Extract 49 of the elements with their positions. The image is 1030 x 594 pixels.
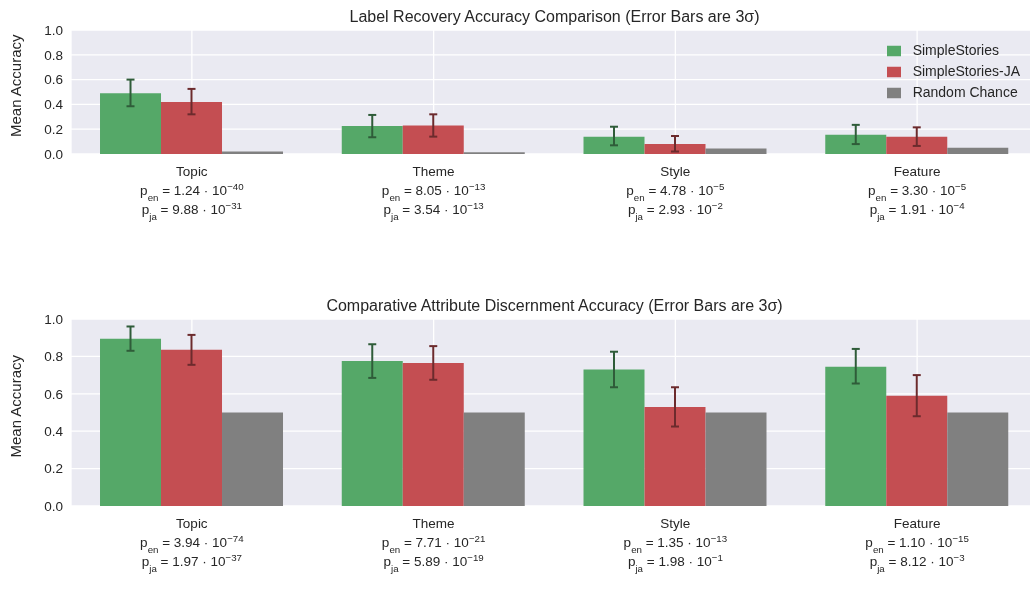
bar	[644, 406, 706, 506]
y-tick-label: 1.0	[44, 311, 63, 327]
bar	[463, 412, 525, 506]
y-tick-label: 0.0	[44, 146, 63, 162]
bar	[100, 93, 162, 154]
y-tick-label: 1.0	[44, 22, 63, 38]
y-tick-label: 0.8	[44, 47, 63, 63]
bar	[161, 349, 223, 506]
bar	[825, 134, 887, 154]
legend-label: SimpleStories	[912, 42, 999, 58]
legend-label: Random Chance	[912, 84, 1018, 100]
y-tick-label: 0.6	[44, 386, 63, 402]
y-axis-title: Mean Accuracy	[7, 354, 25, 458]
bar	[705, 412, 767, 506]
y-tick-label: 0.6	[44, 72, 63, 88]
bar	[341, 361, 403, 506]
category-label: Feature p$_{en}$ = 1.10 · 10$^{−15}$ p$_{ja}$ = 8.12 · 10$^{−3}$	[865, 516, 969, 574]
category-label: Style p$_{en}$ = 1.35 · 10$^{−13}$ p$_{ja}$ = 1.98 · 10$^{−1}$	[623, 516, 728, 574]
bar	[886, 395, 948, 506]
y-tick-label: 0.8	[44, 349, 63, 365]
y-tick-label: 0.2	[44, 461, 63, 477]
category-label: Topic p$_{en}$ = 3.94 · 10$^{−74}$ p$_{ja}$ = 1.97 · 10$^{−37}$	[140, 516, 244, 574]
bar	[100, 338, 162, 506]
bar	[705, 148, 767, 154]
y-axis-title: Mean Accuracy	[7, 33, 25, 137]
category-label: Topic p$_{en}$ = 1.24 · 10$^{−40}$ p$_{ja}$ = 9.88 · 10$^{−31}$	[140, 164, 244, 222]
bar	[402, 362, 464, 506]
bar	[947, 147, 1009, 154]
bar	[402, 125, 464, 154]
chart-title: Label Recovery Accuracy Comparison (Error Bars are 3σ)	[348, 8, 761, 26]
bar	[222, 412, 284, 506]
chart-title: Comparative Attribute Discernment Accuracy (Error Bars are 3σ)	[325, 297, 784, 315]
bar	[341, 126, 403, 154]
category-label: Theme p$_{en}$ = 7.71 · 10$^{−21}$ p$_{ja}$ = 5.89 · 10$^{−19}$	[381, 516, 486, 574]
bar	[583, 369, 645, 506]
bar	[583, 136, 645, 154]
legend-label: SimpleStories-JA	[912, 63, 1020, 79]
category-label: Feature p$_{en}$ = 3.30 · 10$^{−5}$ p$_{ja}$ = 1.91 · 10$^{−4}$	[868, 164, 967, 222]
bar	[886, 136, 948, 154]
bar	[825, 366, 887, 506]
category-label: Style p$_{en}$ = 4.78 · 10$^{−5}$ p$_{ja}$ = 2.93 · 10$^{−2}$	[626, 164, 725, 222]
y-tick-label: 0.4	[44, 423, 64, 439]
bar	[161, 101, 223, 154]
bar	[644, 144, 706, 154]
y-tick-label: 0.2	[44, 121, 63, 137]
y-tick-label: 0.4	[44, 97, 64, 113]
bar	[947, 412, 1009, 506]
y-tick-label: 0.0	[44, 498, 63, 514]
category-label: Theme p$_{en}$ = 8.05 · 10$^{−13}$ p$_{ja}$ = 3.54 · 10$^{−13}$	[381, 164, 486, 222]
